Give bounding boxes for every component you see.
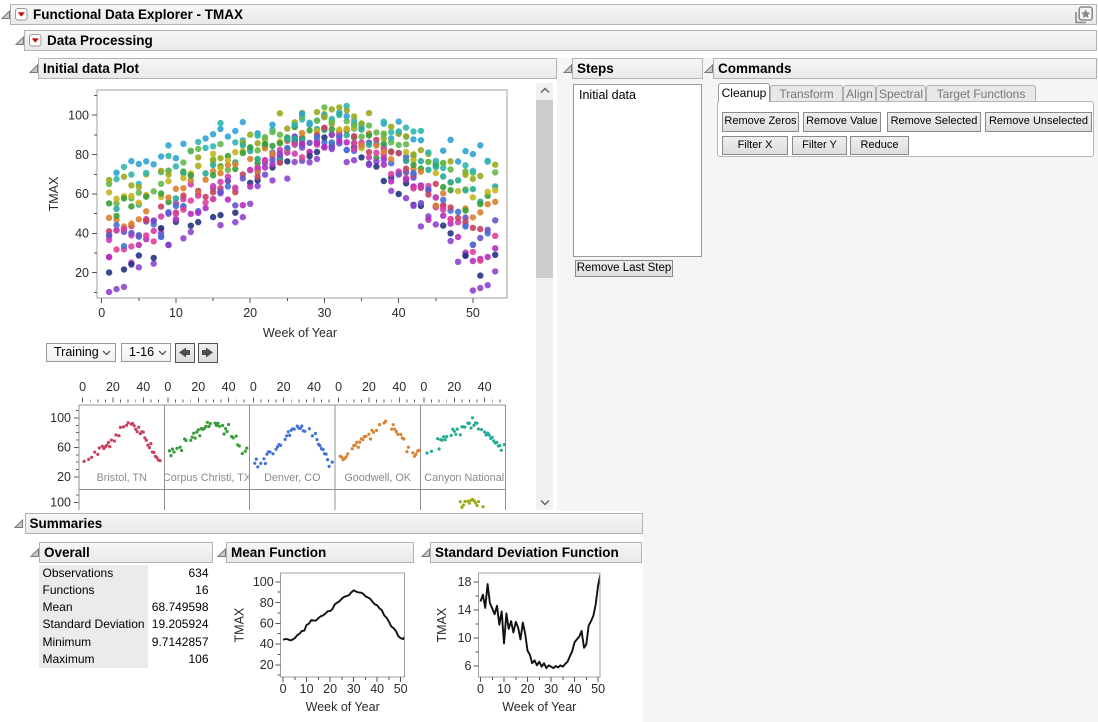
svg-text:TMAX: TMAX — [47, 176, 61, 211]
svg-text:100: 100 — [50, 496, 71, 510]
svg-text:0: 0 — [164, 380, 171, 394]
svg-text:0: 0 — [420, 380, 427, 394]
svg-text:40: 40 — [75, 227, 89, 241]
svg-text:20: 20 — [191, 380, 205, 394]
svg-text:Canyon National Par: Canyon National Par — [424, 472, 524, 484]
svg-text:40: 40 — [392, 380, 406, 394]
svg-text:Bristol, TN: Bristol, TN — [97, 472, 147, 484]
svg-text:40: 40 — [307, 380, 321, 394]
svg-text:60: 60 — [75, 187, 89, 201]
svg-text:40: 40 — [392, 306, 406, 320]
svg-text:0: 0 — [335, 380, 342, 394]
svg-text:Goodwell, OK: Goodwell, OK — [344, 472, 411, 484]
svg-text:20: 20 — [362, 380, 376, 394]
svg-text:80: 80 — [75, 148, 89, 162]
svg-text:0: 0 — [79, 380, 86, 394]
svg-text:Corpus Christi, TX: Corpus Christi, TX — [163, 472, 251, 484]
svg-text:20: 20 — [106, 380, 120, 394]
svg-text:0: 0 — [250, 380, 257, 394]
svg-text:20: 20 — [75, 266, 89, 280]
svg-text:50: 50 — [466, 306, 480, 320]
svg-text:40: 40 — [478, 380, 492, 394]
svg-text:20: 20 — [277, 380, 291, 394]
svg-text:20: 20 — [57, 470, 71, 484]
svg-text:20: 20 — [447, 380, 461, 394]
svg-text:30: 30 — [317, 306, 331, 320]
svg-text:60: 60 — [57, 441, 71, 455]
svg-text:0: 0 — [98, 306, 105, 320]
svg-text:100: 100 — [50, 411, 71, 425]
svg-text:40: 40 — [136, 380, 150, 394]
svg-text:40: 40 — [222, 380, 236, 394]
svg-text:Denver, CO: Denver, CO — [264, 472, 320, 484]
svg-text:Week of Year: Week of Year — [263, 326, 337, 340]
svg-text:20: 20 — [243, 306, 257, 320]
svg-text:10: 10 — [169, 306, 183, 320]
svg-text:100: 100 — [68, 108, 89, 122]
